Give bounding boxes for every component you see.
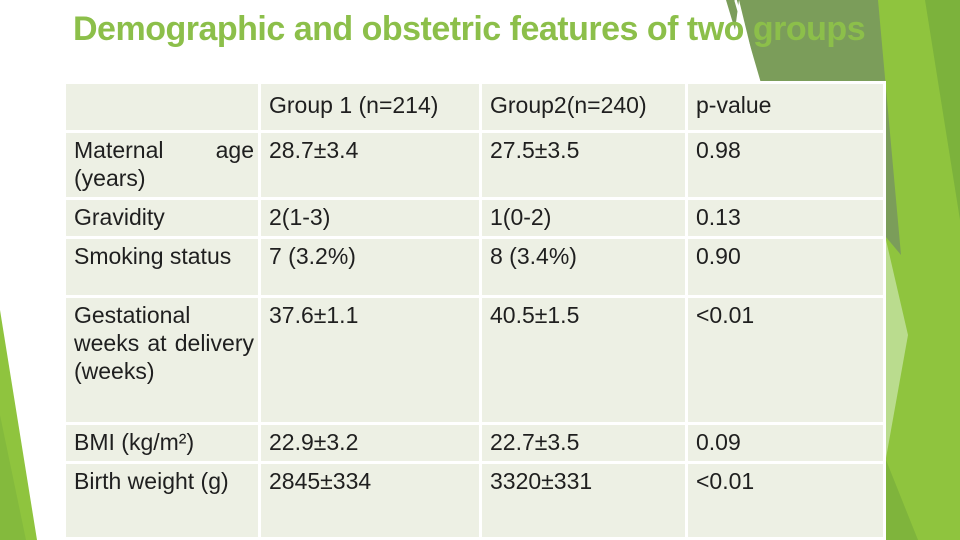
- row-label: Birth weight (g): [66, 464, 258, 537]
- row-label: Gestational weeks at delivery (weeks): [66, 298, 258, 422]
- ribbon-dark-sliver: [726, 0, 739, 30]
- p-value: <0.01: [688, 464, 883, 537]
- header-empty-cell: [66, 84, 258, 130]
- group2-value: 3320±331: [482, 464, 685, 537]
- row-label: Gravidity: [66, 200, 258, 236]
- corner-wedge-shade: [0, 415, 26, 540]
- group1-value: 2845±334: [261, 464, 479, 537]
- group1-value: 7 (3.2%): [261, 239, 479, 295]
- slide-title: Demographic and obstetric features of tw…: [73, 10, 866, 48]
- p-value: <0.01: [688, 298, 883, 422]
- table-row-maternal-age: Maternal age (years) 28.7±3.4 27.5±3.5 0…: [66, 133, 883, 197]
- table-row-gestational-weeks: Gestational weeks at delivery (weeks) 37…: [66, 298, 883, 422]
- table-header-row: Group 1 (n=214) Group2(n=240) p-value: [66, 84, 883, 130]
- group2-value: 8 (3.4%): [482, 239, 685, 295]
- table-row-gravidity: Gravidity 2(1-3) 1(0-2) 0.13: [66, 200, 883, 236]
- group1-value: 37.6±1.1: [261, 298, 479, 422]
- group2-value: 40.5±1.5: [482, 298, 685, 422]
- ribbon-pale-triangle: [886, 240, 908, 458]
- p-value: 0.98: [688, 133, 883, 197]
- ribbon-medium-triangle-top: [925, 0, 960, 220]
- features-table: Group 1 (n=214) Group2(n=240) p-value Ma…: [63, 81, 886, 540]
- row-label: Smoking status: [66, 239, 258, 295]
- row-label: Maternal age (years): [66, 133, 258, 197]
- group2-value: 1(0-2): [482, 200, 685, 236]
- group1-value: 2(1-3): [261, 200, 479, 236]
- header-group2-cell: Group2(n=240): [482, 84, 685, 130]
- table-row-smoking-status: Smoking status 7 (3.2%) 8 (3.4%) 0.90: [66, 239, 883, 295]
- group1-value: 28.7±3.4: [261, 133, 479, 197]
- p-value: 0.90: [688, 239, 883, 295]
- ribbon-medium-triangle-bottom: [884, 455, 918, 540]
- header-group1-cell: Group 1 (n=214): [261, 84, 479, 130]
- table-row-bmi: BMI (kg/m²) 22.9±3.2 22.7±3.5 0.09: [66, 425, 883, 461]
- group2-value: 27.5±3.5: [482, 133, 685, 197]
- header-pvalue-cell: p-value: [688, 84, 883, 130]
- group2-value: 22.7±3.5: [482, 425, 685, 461]
- table-row-birth-weight: Birth weight (g) 2845±334 3320±331 <0.01: [66, 464, 883, 537]
- p-value: 0.13: [688, 200, 883, 236]
- group1-value: 22.9±3.2: [261, 425, 479, 461]
- row-label: BMI (kg/m²): [66, 425, 258, 461]
- p-value: 0.09: [688, 425, 883, 461]
